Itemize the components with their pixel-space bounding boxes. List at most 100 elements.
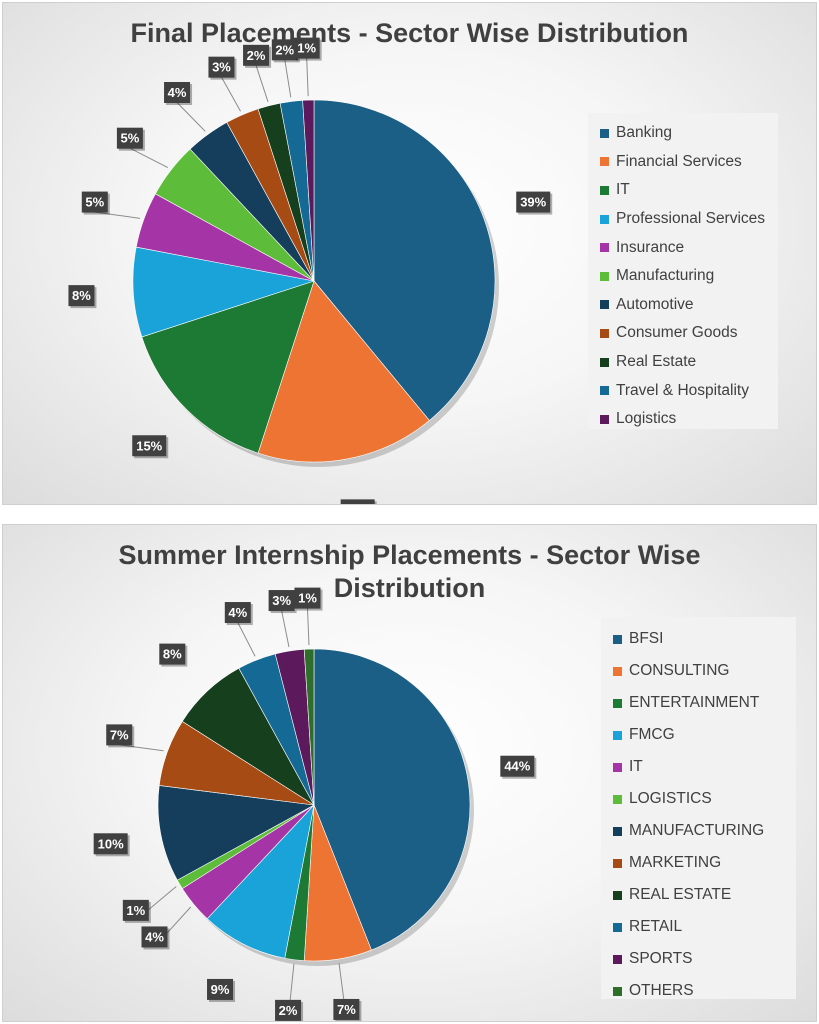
legend-swatch — [600, 414, 609, 424]
legend-swatch — [613, 762, 622, 772]
pie-slice-bfsi — [313, 648, 471, 951]
svg-text:3%: 3% — [272, 593, 291, 608]
svg-text:4%: 4% — [228, 605, 247, 620]
legend-swatch — [600, 214, 609, 224]
svg-text:7%: 7% — [110, 727, 129, 742]
data-label-sports: 3% — [268, 590, 297, 614]
legend-label: Insurance — [616, 238, 685, 256]
legend-item-fmcg: FMCG — [613, 719, 788, 751]
legend-swatch — [600, 128, 609, 138]
data-label-manufacturing: 10% — [93, 833, 130, 857]
legend-label: Manufacturing — [616, 267, 715, 285]
data-label-leader-line — [284, 59, 292, 98]
legend-label: ENTERTAINMENT — [629, 694, 760, 711]
data-label-leader-line — [306, 608, 310, 646]
svg-text:8%: 8% — [163, 647, 182, 662]
legend-item-consumer-goods: Consumer Goods — [600, 319, 770, 348]
legend-swatch — [613, 698, 622, 708]
svg-text:16%: 16% — [345, 502, 371, 505]
legend-swatch — [613, 890, 622, 900]
chart-title: Final Placements - Sector Wise Distribut… — [130, 18, 689, 48]
legend-swatch — [613, 986, 622, 996]
data-label-it: 4% — [141, 926, 170, 950]
legend-item-entertainment: ENTERTAINMENT — [613, 687, 788, 719]
legend-item-marketing: MARKETING — [613, 847, 788, 879]
svg-text:5%: 5% — [120, 131, 139, 146]
legend-item-manufacturing: Manufacturing — [600, 262, 770, 291]
svg-text:2%: 2% — [279, 1003, 298, 1018]
pie-slice-financial-services — [257, 280, 430, 463]
data-label-consumer-goods: 3% — [208, 56, 237, 80]
legend-label: REAL ESTATE — [629, 886, 732, 903]
legend-label: Professional Services — [616, 210, 766, 228]
data-label-it: 15% — [132, 435, 169, 459]
pie-slice-professional-services — [132, 246, 315, 338]
legend-label: SPORTS — [629, 950, 693, 967]
data-label-leader-line — [255, 65, 269, 102]
svg-text:7%: 7% — [337, 1002, 356, 1017]
data-label-leader-line — [176, 102, 206, 132]
legend-item-logistics: LOGISTICS — [613, 783, 788, 815]
final-placements-pie: 39%16%15%8%5%5%4%3%2% 2% 1% — [68, 37, 553, 505]
data-label-fmcg: 9% — [207, 978, 236, 1002]
legend-label: IT — [616, 181, 630, 199]
data-label-consulting: 7% — [333, 998, 362, 1021]
legend-label: BFSI — [629, 630, 664, 647]
legend-swatch — [613, 730, 622, 740]
svg-text:2%: 2% — [247, 48, 266, 63]
legend-swatch — [600, 157, 609, 167]
legend-item-retail: RETAIL — [613, 911, 788, 943]
legend-swatch — [613, 826, 622, 836]
legend-item-insurance: Insurance — [600, 233, 770, 262]
legend-label: RETAIL — [629, 918, 683, 935]
data-label-logistics: 1% — [293, 37, 322, 61]
data-label-leader-line — [237, 622, 256, 657]
data-label-bfsi: 44% — [500, 755, 537, 779]
legend-label: Travel & Hospitality — [616, 381, 749, 399]
data-label-leader-line — [119, 744, 164, 752]
legend-swatch — [613, 634, 622, 644]
legend-label: Real Estate — [616, 353, 697, 371]
svg-text:10%: 10% — [98, 836, 124, 851]
data-label-leader-line — [306, 58, 309, 97]
pie-slice-others — [303, 648, 315, 806]
legend-swatch — [613, 922, 622, 932]
legend-swatch — [600, 185, 609, 195]
svg-text:4%: 4% — [145, 929, 164, 944]
legend-item-others: OTHERS — [613, 975, 788, 1007]
legend-item-real-estate: Real Estate — [600, 348, 770, 377]
legend-swatch — [600, 328, 609, 338]
pie-slice-manufacturing — [157, 785, 315, 881]
legend-label: FMCG — [629, 726, 675, 743]
final-placements-chart-panel: Final Placements - Sector Wise Distribut… — [2, 2, 817, 505]
summer-internship-legend: BFSI CONSULTING ENTERTAINMENT FMCG IT LOGISTI… — [601, 617, 796, 999]
data-label-financial-services: 16% — [340, 499, 377, 505]
legend-swatch — [600, 300, 609, 310]
svg-text:1%: 1% — [297, 41, 316, 56]
legend-item-financial-services: Financial Services — [600, 148, 770, 177]
legend-swatch — [600, 243, 609, 253]
pie-slice-banking — [313, 99, 496, 421]
legend-item-professional-services: Professional Services — [600, 205, 770, 234]
legend-item-consulting: CONSULTING — [613, 655, 788, 687]
data-label-real-estate: 2% — [243, 44, 272, 68]
data-label-leader-line — [221, 76, 241, 112]
svg-text:1%: 1% — [126, 903, 145, 918]
data-label-leader-line — [281, 610, 290, 648]
summer-internship-pie: 44%7%2%9%4%1%10%7%8%4%3% 1% — [93, 587, 537, 1021]
legend-swatch — [613, 666, 622, 676]
legend-label: Financial Services — [616, 152, 742, 170]
svg-text:44%: 44% — [504, 759, 530, 774]
data-label-logistics: 1% — [122, 899, 151, 923]
legend-item-automotive: Automotive — [600, 291, 770, 320]
legend-item-it: IT — [613, 751, 788, 783]
legend-swatch — [600, 271, 609, 281]
final-placements-legend: Banking Financial Services IT Professional … — [588, 113, 778, 429]
legend-item-sports: SPORTS — [613, 943, 788, 975]
legend-swatch — [600, 357, 609, 367]
legend-label: Logistics — [616, 410, 677, 428]
legend-swatch — [613, 794, 622, 804]
data-label-entertainment: 2% — [275, 999, 304, 1021]
data-label-travel-hospitality: 2% — [271, 39, 300, 63]
svg-text:9%: 9% — [211, 982, 230, 997]
